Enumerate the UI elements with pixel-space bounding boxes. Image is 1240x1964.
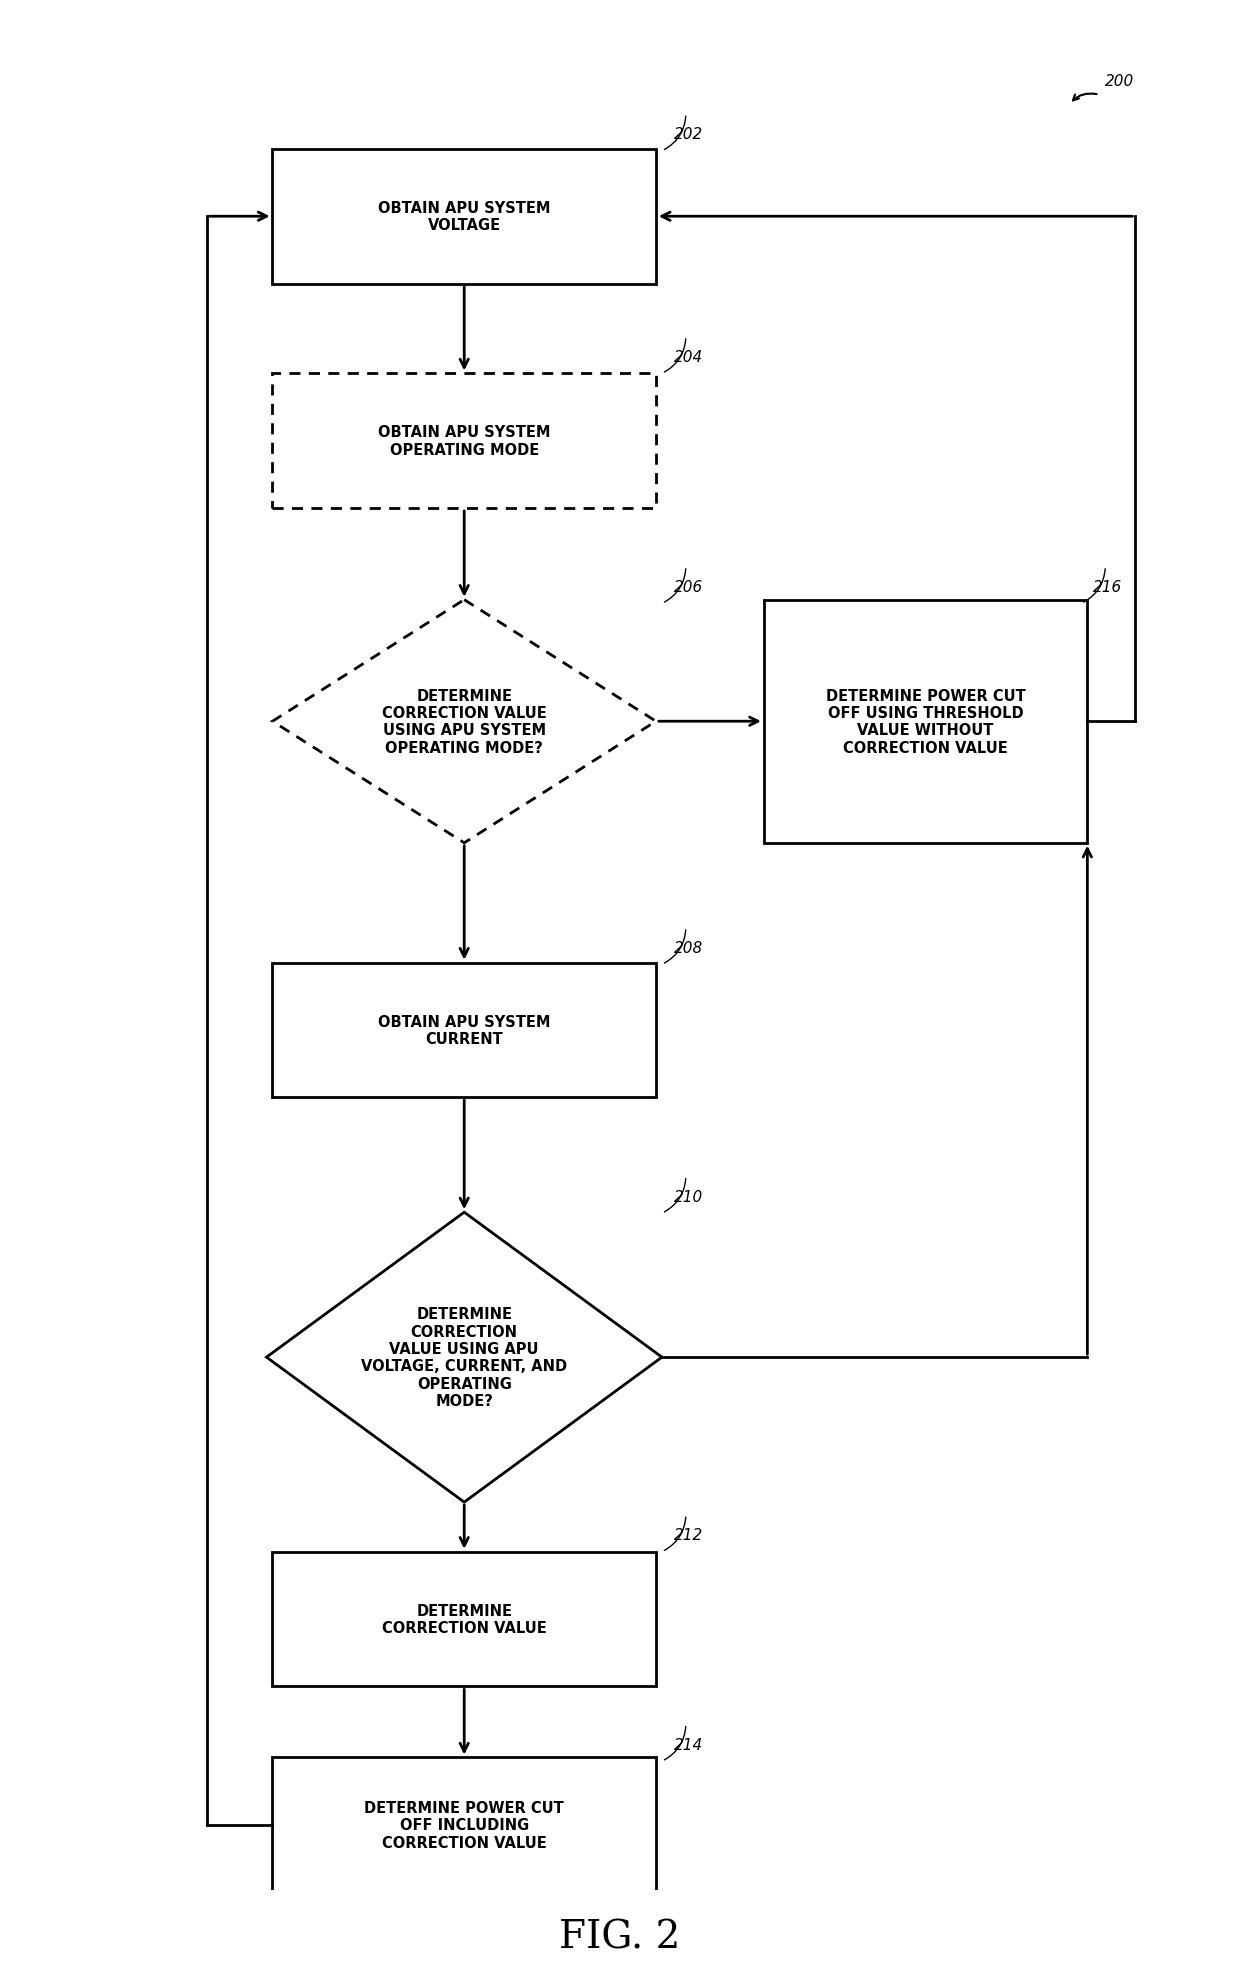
FancyBboxPatch shape bbox=[273, 1758, 656, 1891]
Text: 206: 206 bbox=[673, 579, 703, 595]
Text: DETERMINE
CORRECTION VALUE: DETERMINE CORRECTION VALUE bbox=[382, 1603, 547, 1636]
Text: 208: 208 bbox=[673, 941, 703, 956]
Text: OBTAIN APU SYSTEM
OPERATING MODE: OBTAIN APU SYSTEM OPERATING MODE bbox=[378, 426, 551, 458]
Polygon shape bbox=[267, 1212, 662, 1502]
FancyBboxPatch shape bbox=[273, 1552, 656, 1687]
Text: 216: 216 bbox=[1094, 579, 1122, 595]
FancyBboxPatch shape bbox=[273, 375, 656, 509]
Text: 212: 212 bbox=[673, 1528, 703, 1542]
Text: 210: 210 bbox=[673, 1188, 703, 1204]
Polygon shape bbox=[273, 601, 656, 843]
Text: DETERMINE
CORRECTION VALUE
USING APU SYSTEM
OPERATING MODE?: DETERMINE CORRECTION VALUE USING APU SYS… bbox=[382, 687, 547, 756]
Text: DETERMINE POWER CUT
OFF USING THRESHOLD
VALUE WITHOUT
CORRECTION VALUE: DETERMINE POWER CUT OFF USING THRESHOLD … bbox=[826, 687, 1025, 756]
Text: 214: 214 bbox=[673, 1736, 703, 1752]
FancyBboxPatch shape bbox=[273, 149, 656, 285]
Text: OBTAIN APU SYSTEM
VOLTAGE: OBTAIN APU SYSTEM VOLTAGE bbox=[378, 200, 551, 234]
Text: 202: 202 bbox=[673, 128, 703, 141]
Text: FIG. 2: FIG. 2 bbox=[559, 1919, 681, 1956]
Text: 200: 200 bbox=[1105, 75, 1135, 88]
FancyBboxPatch shape bbox=[764, 601, 1087, 843]
Text: OBTAIN APU SYSTEM
CURRENT: OBTAIN APU SYSTEM CURRENT bbox=[378, 1013, 551, 1047]
FancyBboxPatch shape bbox=[273, 962, 656, 1098]
Text: DETERMINE POWER CUT
OFF INCLUDING
CORRECTION VALUE: DETERMINE POWER CUT OFF INCLUDING CORREC… bbox=[365, 1799, 564, 1850]
Text: DETERMINE
CORRECTION
VALUE USING APU
VOLTAGE, CURRENT, AND
OPERATING
MODE?: DETERMINE CORRECTION VALUE USING APU VOL… bbox=[361, 1306, 567, 1408]
Text: 204: 204 bbox=[673, 350, 703, 365]
